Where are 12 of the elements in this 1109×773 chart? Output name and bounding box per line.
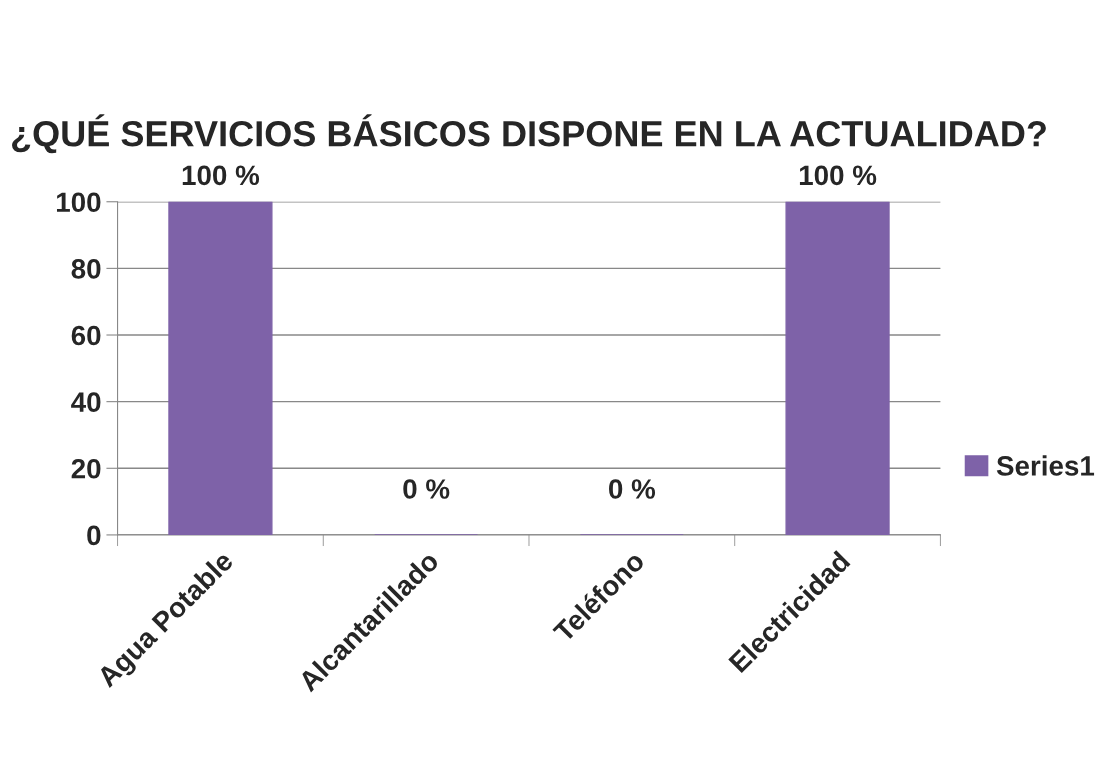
y-tick-label: 40 <box>71 392 101 412</box>
data-label: 0 % <box>609 479 656 499</box>
chart-title: ¿QUÉ SERVICIOS BÁSICOS DISPONE EN LA ACTUALIDAD? <box>12 114 1046 154</box>
y-tick-label: 80 <box>71 259 101 279</box>
y-tick-label: 20 <box>71 458 101 479</box>
data-label: 0 % <box>403 479 450 499</box>
y-tick-label: 0 <box>87 525 101 546</box>
y-tick-label: 60 <box>71 325 101 346</box>
data-label: 100 % <box>182 165 260 186</box>
data-label: 100 % <box>799 165 877 186</box>
y-tick-label: 100 <box>56 192 101 213</box>
legend-label: Series1 <box>996 455 1095 476</box>
